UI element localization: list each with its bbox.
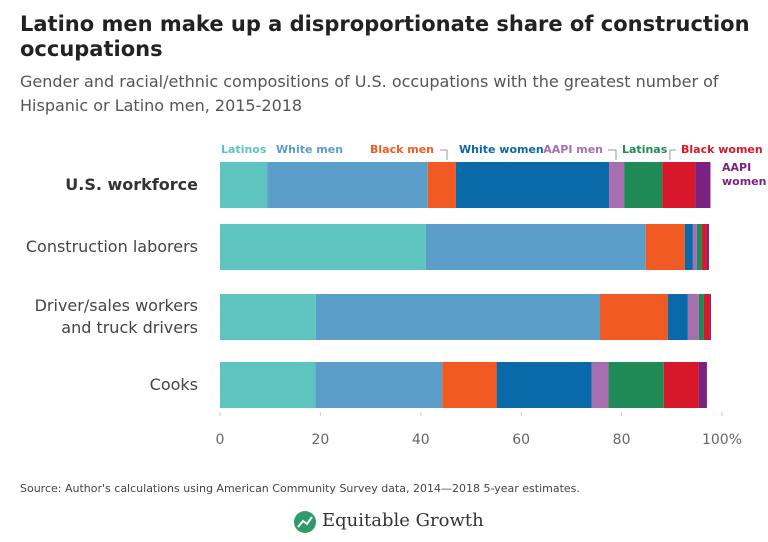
bar-segment xyxy=(706,224,709,270)
bar-segment xyxy=(425,224,646,270)
legend-label: Black women xyxy=(681,143,763,156)
bar-segment xyxy=(663,362,699,408)
legend-leader xyxy=(440,149,448,160)
bar-segment xyxy=(609,162,625,208)
bar-segment xyxy=(662,162,696,208)
bar-segment xyxy=(315,362,443,408)
chart-title: Latino men make up a disproportionate sh… xyxy=(20,12,750,61)
bar-segment xyxy=(692,224,697,270)
legend-label: AAPI women xyxy=(722,161,767,188)
bar-segment xyxy=(442,362,497,408)
bar-segment xyxy=(220,162,268,208)
legend-label: AAPI men xyxy=(543,143,603,156)
bar-segment xyxy=(455,162,610,208)
x-tick-label: 40 xyxy=(411,432,430,448)
legend-label: Latinas xyxy=(622,143,668,156)
bar-segment xyxy=(220,224,426,270)
legend-leader xyxy=(669,149,676,160)
bar-segment xyxy=(703,294,710,340)
y-tick-label: Cooks xyxy=(149,375,198,394)
bar-segment xyxy=(645,224,685,270)
bar-segment xyxy=(496,362,592,408)
bar-segment xyxy=(600,294,668,340)
y-tick-label: Construction laborers xyxy=(25,237,198,256)
bar-segment xyxy=(267,162,428,208)
bar-segment xyxy=(701,224,707,270)
source-note: Source: Author's calculations using Amer… xyxy=(20,482,580,495)
legend-label: Black men xyxy=(370,143,434,156)
legend-label: White women xyxy=(459,143,544,156)
brand: Equitable Growth xyxy=(322,510,484,531)
x-tick-label: 100% xyxy=(701,432,743,448)
bar-segment xyxy=(709,294,711,340)
bar-segment xyxy=(698,362,707,408)
bar-segment xyxy=(624,162,663,208)
chart-subtitle: Gender and racial/ethnic compositions of… xyxy=(20,72,719,115)
bar-segment xyxy=(315,294,601,340)
bar-segment xyxy=(684,224,693,270)
y-tick-label: Driver/sales workers and truck drivers xyxy=(34,296,198,337)
bar-segment xyxy=(220,362,316,408)
x-tick-label: 0 xyxy=(215,432,225,448)
bar-segment xyxy=(608,362,664,408)
bar-segment xyxy=(696,224,702,270)
legend-leader xyxy=(608,149,617,160)
y-tick-label: U.S. workforce xyxy=(65,175,198,194)
legend-label: White men xyxy=(276,143,344,156)
x-tick-label: 60 xyxy=(512,432,531,448)
bar-segment xyxy=(695,162,711,208)
bar-segment xyxy=(667,294,688,340)
legend-label: Latinos xyxy=(221,143,267,156)
bar-segment xyxy=(220,294,316,340)
bar-segment xyxy=(591,362,609,408)
bar-segment xyxy=(427,162,456,208)
bar-segment xyxy=(687,294,699,340)
bar-segment xyxy=(698,294,704,340)
x-tick-label: 80 xyxy=(612,432,631,448)
logo xyxy=(294,511,316,533)
x-tick-label: 20 xyxy=(311,432,330,448)
